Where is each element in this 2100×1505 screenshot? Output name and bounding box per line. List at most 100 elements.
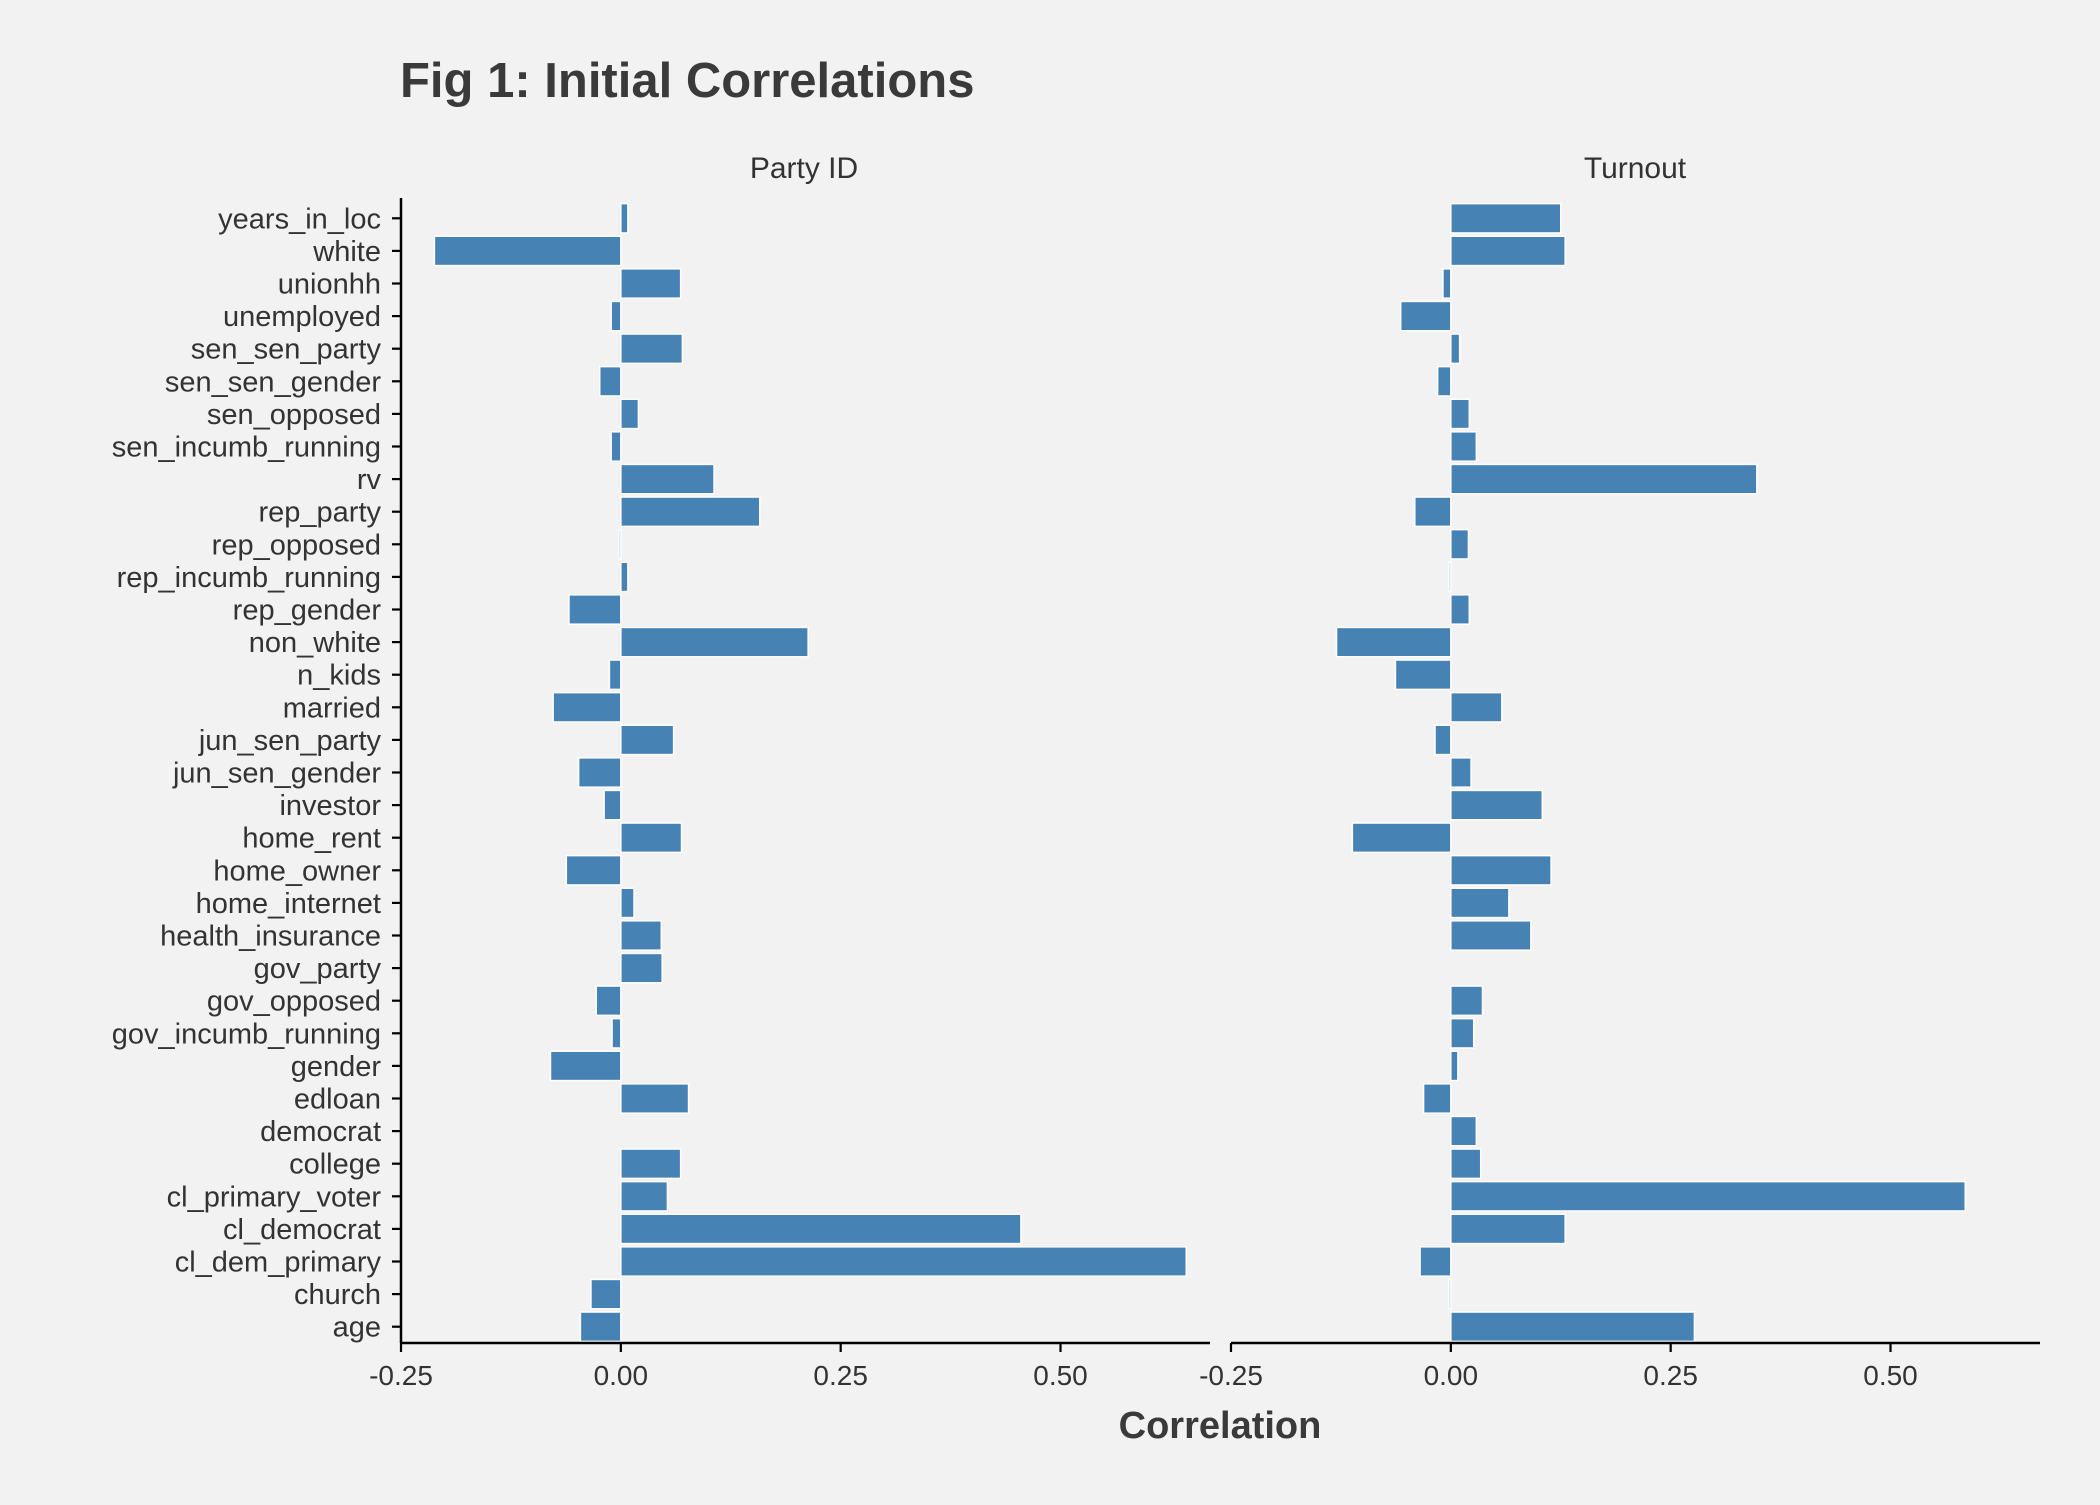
bar-party-id-college — [620, 1148, 682, 1180]
y-tick-label-gov-opposed: gov_opposed — [207, 986, 381, 1018]
y-tick-label-cl-democrat: cl_democrat — [223, 1214, 381, 1246]
bar-turnout-unionhh — [1442, 268, 1452, 299]
bar-turnout-home-owner — [1450, 854, 1552, 886]
bar-party-id-gender — [549, 1050, 622, 1082]
bar-turnout-married — [1450, 691, 1503, 723]
bar-turnout-home-rent — [1351, 822, 1452, 854]
bar-turnout-cl-democrat — [1450, 1213, 1566, 1245]
bar-party-id-cl-democrat — [620, 1213, 1022, 1245]
bar-party-id-gov-party — [620, 952, 663, 984]
bar-party-id-non-white — [620, 626, 809, 658]
bar-party-id-investor — [603, 789, 622, 821]
y-tick-label-gov-incumb-running: gov_incumb_running — [112, 1018, 381, 1050]
bar-party-id-gov-opposed — [595, 985, 622, 1017]
bar-turnout-investor — [1450, 789, 1544, 821]
x-tick-label: -0.25 — [369, 1360, 433, 1391]
bar-turnout-unemployed — [1399, 300, 1452, 332]
y-tick-label-democrat: democrat — [260, 1116, 381, 1148]
bar-turnout-gender — [1450, 1050, 1459, 1082]
bar-party-id-age — [579, 1311, 622, 1343]
bar-turnout-white — [1450, 235, 1566, 267]
bar-turnout-jun-sen-gender — [1450, 757, 1472, 788]
x-tick-label: 0.00 — [1424, 1360, 1479, 1391]
y-tick-label-sen-sen-party: sen_sen_party — [191, 334, 382, 366]
y-tick-label-rep-gender: rep_gender — [233, 595, 382, 627]
bar-turnout-rv — [1450, 463, 1758, 495]
bar-party-id-jun-sen-gender — [577, 757, 622, 788]
bar-turnout-home-internet — [1450, 887, 1510, 919]
bar-party-id-sen-sen-gender — [598, 365, 622, 397]
y-tick-label-cl-primary-voter: cl_primary_voter — [167, 1181, 382, 1213]
y-tick-label-college: college — [289, 1149, 381, 1181]
bar-party-id-home-internet — [620, 887, 635, 919]
y-tick-label-gov-party: gov_party — [254, 953, 382, 985]
bar-party-id-married — [552, 691, 622, 723]
bar-party-id-sen-sen-party — [620, 333, 684, 365]
bar-party-id-rv — [620, 463, 715, 495]
y-tick-label-married: married — [283, 692, 381, 724]
y-tick-label-unionhh: unionhh — [278, 269, 381, 301]
panels: -0.25 0.00 0.25 0.50 -0.25 0.00 0.25 0.50 — [369, 202, 2040, 1391]
y-tick-label-rep-opposed: rep_opposed — [212, 529, 381, 561]
x-tick-label: 0.00 — [594, 1360, 649, 1391]
y-tick-label-years-in-loc: years_in_loc — [218, 203, 381, 235]
bar-turnout-edloan — [1422, 1083, 1452, 1114]
facet-label-turnout: Turnout — [1584, 152, 1687, 185]
bar-party-id-rep-party — [620, 496, 761, 528]
bar-turnout-rep-incumb-running — [1448, 561, 1452, 593]
bar-party-id-edloan — [620, 1083, 690, 1114]
y-tick-label-white: white — [312, 236, 381, 268]
x-tick-label: 0.50 — [1863, 1360, 1918, 1391]
x-tick-label: -0.25 — [1199, 1360, 1263, 1391]
y-tick-label-home-internet: home_internet — [196, 888, 381, 920]
bar-turnout-age — [1450, 1311, 1696, 1343]
bar-turnout-democrat — [1450, 1115, 1478, 1147]
bar-party-id-rep-incumb-running — [620, 561, 629, 593]
y-tick-label-sen-incumb-running: sen_incumb_running — [112, 432, 381, 464]
bar-turnout-church — [1448, 1278, 1452, 1310]
y-tick-label-rv: rv — [357, 464, 382, 496]
bar-party-id-jun-sen-party — [620, 724, 675, 756]
bar-party-id-church — [590, 1278, 622, 1310]
bar-party-id-years-in-loc — [620, 202, 629, 234]
chart-title: Fig 1: Initial Correlations — [400, 54, 974, 108]
y-tick-label-investor: investor — [279, 790, 381, 822]
facet-label-party-id: Party ID — [750, 152, 858, 185]
y-tick-label-rep-incumb-running: rep_incumb_running — [117, 562, 381, 594]
y-tick-label-gender: gender — [291, 1051, 382, 1083]
bar-party-id-health-insurance — [620, 920, 663, 951]
bar-turnout-college — [1450, 1148, 1482, 1180]
bar-party-id-rep-opposed — [618, 528, 622, 560]
bar-party-id-n-kids — [608, 659, 622, 691]
bar-party-id-white — [433, 235, 622, 267]
y-tick-label-unemployed: unemployed — [223, 301, 381, 333]
panel-turnout: -0.25 0.00 0.25 0.50 — [1199, 202, 2040, 1391]
bar-turnout-sen-sen-party — [1450, 333, 1461, 365]
bar-turnout-cl-dem-primary — [1419, 1246, 1452, 1277]
bar-party-id-unionhh — [620, 268, 682, 299]
bar-party-id-sen-opposed — [620, 398, 640, 430]
bar-party-id-cl-primary-voter — [620, 1180, 669, 1212]
bar-turnout-rep-opposed — [1450, 528, 1470, 560]
bar-party-id-home-rent — [620, 822, 683, 854]
y-tick-label-home-owner: home_owner — [213, 855, 381, 887]
y-tick-label-church: church — [294, 1279, 381, 1311]
y-tick-label-non-white: non_white — [249, 627, 381, 659]
bar-turnout-rep-party — [1414, 496, 1452, 528]
bar-turnout-non-white — [1335, 626, 1452, 658]
bar-turnout-years-in-loc — [1450, 202, 1562, 234]
x-axis-label: Correlation — [1119, 1405, 1322, 1447]
bar-turnout-jun-sen-party — [1434, 724, 1452, 756]
x-tick-label: 0.25 — [813, 1360, 868, 1391]
x-tick-label: 0.50 — [1033, 1360, 1088, 1391]
y-axis: years_in_locwhiteunionhhunemployedsen_se… — [112, 198, 403, 1344]
bar-party-id-home-owner — [565, 854, 622, 886]
bar-party-id-gov-incumb-running — [611, 1017, 622, 1049]
y-tick-label-rep-party: rep_party — [258, 497, 381, 529]
bar-party-id-sen-incumb-running — [610, 431, 622, 462]
y-tick-label-sen-opposed: sen_opposed — [207, 399, 381, 431]
y-tick-label-age: age — [333, 1312, 381, 1344]
bar-turnout-sen-opposed — [1450, 398, 1471, 430]
